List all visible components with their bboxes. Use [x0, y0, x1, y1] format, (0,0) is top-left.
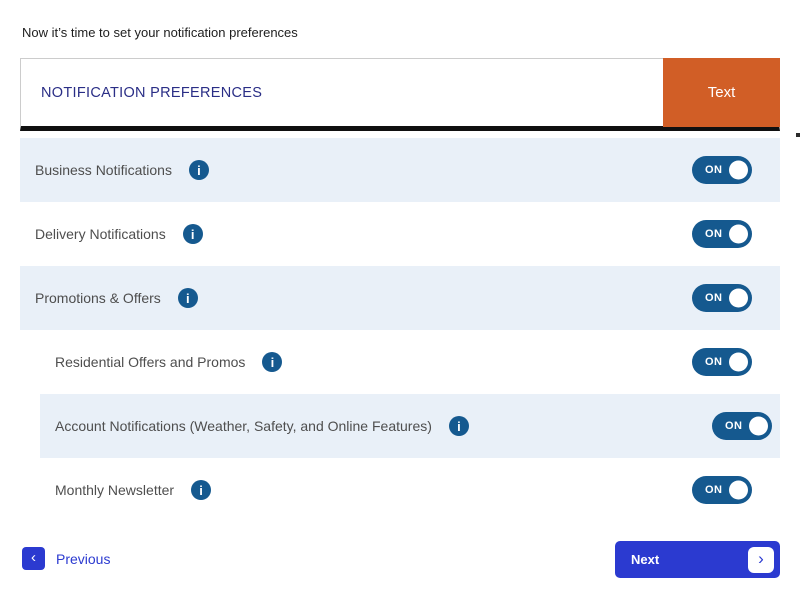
toggle-knob	[729, 352, 748, 372]
panel-header: NOTIFICATION PREFERENCES Text	[20, 58, 780, 131]
promotions-offers-toggle[interactable]: ON	[692, 284, 752, 312]
toggle-knob	[729, 224, 748, 244]
info-icon[interactable]: i	[191, 480, 212, 500]
next-label: Next	[631, 552, 660, 567]
text-button[interactable]: Text	[663, 58, 780, 127]
previous-label: Previous	[56, 550, 111, 567]
row-label: Monthly Newsletter	[55, 482, 175, 498]
toggle-state-label: ON	[705, 484, 723, 496]
info-icon[interactable]: i	[182, 224, 203, 244]
toggle-state-label: ON	[705, 356, 723, 368]
toggle-knob	[749, 416, 768, 436]
business-notifications-toggle[interactable]: ON	[692, 156, 752, 184]
row-label: Delivery Notifications	[35, 226, 166, 242]
account-notifications-toggle[interactable]: ON	[712, 412, 772, 440]
notification-preferences-panel: NOTIFICATION PREFERENCES Text Business N…	[20, 58, 780, 522]
toggle-knob	[729, 288, 748, 308]
chevron-left-icon: ‹	[22, 547, 45, 570]
toggle-knob	[729, 480, 748, 500]
toggle-state-label: ON	[725, 420, 743, 432]
info-icon[interactable]: i	[188, 160, 209, 180]
row-label: Account Notifications (Weather, Safety, …	[55, 418, 432, 434]
info-icon[interactable]: i	[262, 352, 283, 372]
row-label: Promotions & Offers	[35, 290, 161, 306]
previous-button[interactable]: ‹ Previous	[22, 547, 110, 570]
toggle-knob	[729, 160, 748, 180]
row-delivery-notifications: Delivery Notifications i ON	[20, 202, 780, 266]
delivery-notifications-toggle[interactable]: ON	[692, 220, 752, 248]
row-label: Business Notifications	[35, 162, 172, 178]
row-residential-offers: Residential Offers and Promos i ON	[20, 330, 780, 394]
info-icon[interactable]: i	[177, 288, 198, 308]
next-button[interactable]: Next ›	[615, 541, 780, 578]
row-account-notifications: Account Notifications (Weather, Safety, …	[40, 394, 780, 458]
row-promotions-offers: Promotions & Offers i ON	[20, 266, 780, 330]
row-business-notifications: Business Notifications i ON	[20, 138, 780, 202]
chevron-right-icon: ›	[748, 546, 774, 573]
info-icon[interactable]: i	[448, 416, 469, 436]
panel-title: NOTIFICATION PREFERENCES	[41, 84, 263, 101]
clipped-border-fragment	[796, 133, 800, 137]
monthly-newsletter-toggle[interactable]: ON	[692, 476, 752, 504]
toggle-state-label: ON	[705, 292, 723, 304]
residential-offers-toggle[interactable]: ON	[692, 348, 752, 376]
row-monthly-newsletter: Monthly Newsletter i ON	[20, 458, 780, 522]
toggle-state-label: ON	[705, 228, 723, 240]
toggle-state-label: ON	[705, 164, 723, 176]
intro-text: Now it’s time to set your notification p…	[22, 25, 298, 40]
row-label: Residential Offers and Promos	[55, 354, 246, 370]
preferences-list: Business Notifications i ON Delivery Not…	[20, 138, 780, 522]
